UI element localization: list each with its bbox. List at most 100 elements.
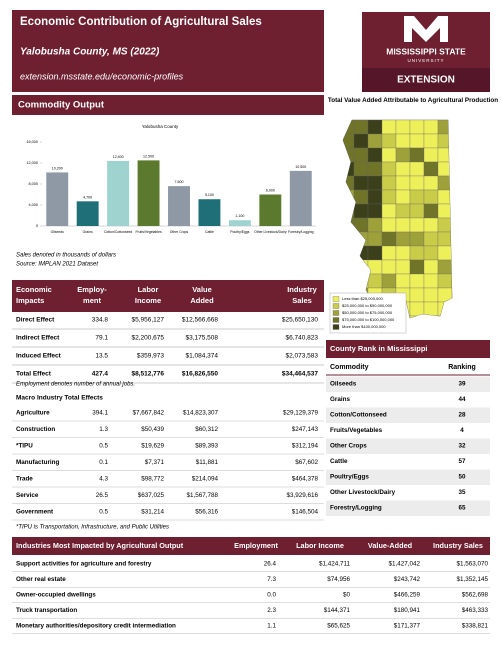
table-cell: $1,427,042: [388, 561, 420, 568]
bar: [107, 160, 130, 226]
bar: [228, 220, 251, 226]
county: [423, 301, 439, 317]
county: [437, 231, 452, 247]
table-cell: Government: [16, 509, 54, 516]
table-cell: 7.3: [267, 576, 276, 583]
county: [381, 231, 397, 247]
table-cell: $1,563,070: [456, 561, 488, 568]
table-cell: 65: [458, 505, 466, 512]
table-cell: Total Effect: [16, 371, 52, 378]
county: [409, 259, 425, 275]
table-cell: $14,823,307: [183, 410, 219, 417]
table-cell: 32: [458, 443, 466, 450]
table-cell: $3,929,616: [286, 492, 318, 499]
y-tick-label: 8,000: [28, 182, 38, 186]
table-cell: 394.1: [92, 410, 108, 417]
table-cell: $50,439: [141, 426, 164, 433]
county: [409, 133, 425, 149]
table-cell: Manufacturing: [16, 459, 60, 466]
table-cell: 0.5: [99, 443, 108, 450]
table-cell: $144,371: [324, 607, 351, 614]
county: [381, 175, 397, 191]
table-cell: 1.3: [99, 426, 108, 433]
table-cell: $16,826,550: [182, 371, 219, 378]
table-header: [12, 537, 490, 555]
county: [423, 287, 439, 303]
table-cell: Service: [16, 492, 39, 499]
county: [409, 147, 425, 163]
table-cell: $464,378: [292, 476, 319, 483]
logo-text: UNIVERSITY: [407, 58, 444, 63]
table-cell: Owner-occupied dwellings: [16, 592, 96, 599]
column-header: Labor Income: [296, 541, 344, 550]
industries: Industries Most Impacted by Agricultural…: [12, 537, 490, 634]
table-cell: 0.1: [99, 459, 108, 466]
table-cell: *TIPU: [16, 443, 33, 450]
county: [381, 147, 397, 163]
table-cell: $7,667,842: [132, 410, 164, 417]
data-label: 7,600: [175, 180, 184, 184]
county: [367, 217, 383, 233]
row-stripe: [326, 407, 490, 423]
legend-swatch: [332, 317, 340, 323]
county: [395, 147, 411, 163]
table-cell: $29,129,379: [283, 410, 319, 417]
county: [381, 189, 397, 205]
legend-swatch: [332, 310, 340, 316]
county: [423, 231, 439, 247]
map-title: Total Value Added Attributable to Agricu…: [328, 97, 498, 104]
table-cell: 44: [458, 396, 466, 403]
table-cell: $60,312: [195, 426, 218, 433]
county: [437, 245, 452, 261]
x-tick-label: Cotton/Cottonseed: [104, 230, 132, 234]
bar-chart: 0 4,000 8,000 12,000 16,000 Oilseeds 10,200 Gra…: [26, 140, 316, 234]
column-header: Employment: [234, 541, 278, 550]
column-header: Impacts: [16, 296, 44, 305]
x-tick-label: Fruits/Vegetables: [135, 230, 162, 234]
table-cell: $89,393: [195, 443, 218, 450]
county: [395, 133, 411, 149]
table-cell: $243,742: [394, 576, 421, 583]
section-bar: [12, 95, 324, 115]
table-cell: 28: [458, 412, 466, 419]
column-header: Added: [190, 296, 214, 305]
column-header: Ranking: [448, 364, 476, 371]
map-legend: [329, 292, 407, 334]
table-cell: 4.3: [99, 476, 108, 483]
url: extension.msstate.edu/economic-profiles: [20, 71, 184, 81]
column-header: Value: [192, 285, 212, 294]
table-cell: Cotton/Cottonseed: [330, 412, 387, 419]
x-tick-label: Forestry/Logging: [288, 230, 314, 234]
county: [367, 245, 383, 261]
table-cell: $338,821: [462, 623, 489, 630]
table-cell: 79.1: [95, 335, 108, 342]
county: [423, 259, 439, 275]
county: [381, 259, 397, 275]
table-cell: Other real estate: [16, 576, 66, 583]
county: [423, 245, 439, 261]
note: Sales denoted in thousands of dollars: [16, 253, 116, 259]
row-stripe: [326, 500, 490, 516]
county: [395, 273, 411, 289]
x-tick-label: Cattle: [205, 230, 214, 234]
legend-label: $50,000,000 to $75,000,000: [342, 310, 393, 315]
legend-swatch: [332, 303, 340, 309]
y-tick-label: 4,000: [28, 203, 38, 207]
county: [395, 245, 411, 261]
table-header: [12, 280, 324, 312]
table-cell: $180,941: [394, 607, 421, 614]
map-title: Total Value Added Attributable to Agricu…: [328, 97, 498, 104]
bar: [46, 172, 69, 226]
data-label: 1,100: [235, 214, 244, 218]
county: [353, 175, 369, 191]
county: [409, 120, 425, 135]
table-cell: 2.3: [267, 607, 276, 614]
county: [367, 231, 383, 247]
column-header: Industries Most Impacted by Agricultural…: [16, 541, 184, 550]
table-cell: $65,625: [327, 623, 350, 630]
data-label: 4,700: [83, 195, 92, 199]
table-cell: $8,512,776: [131, 371, 164, 378]
column-header: Value-Added: [368, 541, 412, 550]
bar: [137, 160, 160, 226]
table-cell: 26.5: [96, 492, 109, 499]
